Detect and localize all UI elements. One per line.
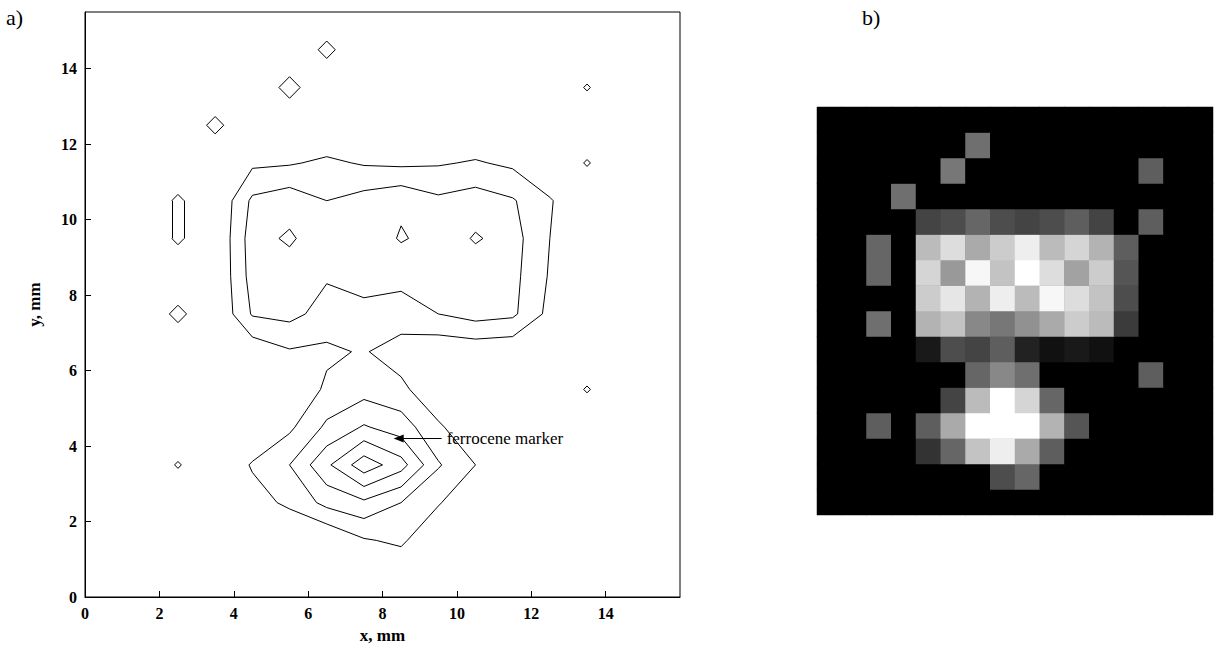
svg-text:8: 8 xyxy=(69,287,77,304)
svg-text:0: 0 xyxy=(69,589,77,606)
svg-text:0: 0 xyxy=(81,605,89,622)
svg-text:4: 4 xyxy=(230,605,238,622)
svg-text:12: 12 xyxy=(61,136,77,153)
svg-text:12: 12 xyxy=(523,605,539,622)
svg-text:ferrocene marker: ferrocene marker xyxy=(447,429,564,448)
svg-text:6: 6 xyxy=(304,605,312,622)
svg-text:10: 10 xyxy=(449,605,465,622)
svg-text:10: 10 xyxy=(61,211,77,228)
svg-text:y, mm: y, mm xyxy=(25,282,44,326)
svg-text:14: 14 xyxy=(598,605,614,622)
svg-text:8: 8 xyxy=(379,605,387,622)
svg-text:a): a) xyxy=(6,5,23,30)
svg-text:b): b) xyxy=(862,5,880,30)
svg-text:2: 2 xyxy=(155,605,163,622)
svg-text:6: 6 xyxy=(69,362,77,379)
svg-text:2: 2 xyxy=(69,513,77,530)
svg-text:14: 14 xyxy=(61,60,77,77)
svg-text:4: 4 xyxy=(69,438,77,455)
svg-text:x, mm: x, mm xyxy=(360,626,405,645)
